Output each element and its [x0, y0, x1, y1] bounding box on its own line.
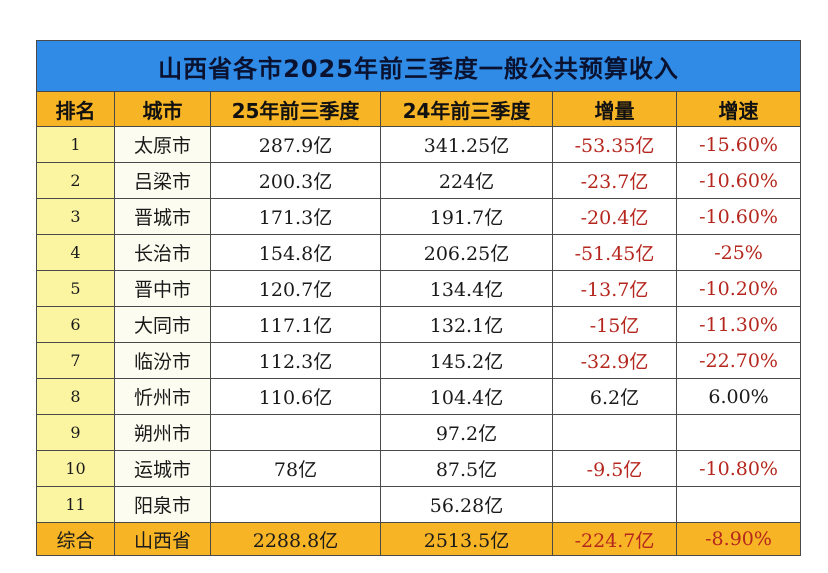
city-cell: 阳泉市 [114, 486, 211, 523]
delta-cell: 6.2亿 [552, 378, 677, 415]
y25-cell: 171.3亿 [210, 198, 381, 235]
rank-cell: 8 [36, 378, 115, 415]
rank-cell: 9 [36, 414, 115, 451]
growth-cell: -15.60% [675, 126, 802, 163]
y25-cell: 200.3亿 [210, 162, 381, 199]
city-cell: 朔州市 [114, 414, 211, 451]
growth-cell: -10.60% [675, 198, 802, 235]
total-province: 山西省 [114, 522, 211, 556]
delta-cell [552, 414, 677, 451]
y24-cell: 341.25亿 [380, 126, 553, 163]
y24-cell: 191.7亿 [380, 198, 553, 235]
rank-cell: 5 [36, 270, 115, 307]
header-growth: 增速 [675, 91, 802, 127]
y25-cell: 78亿 [210, 450, 381, 487]
city-cell: 晋城市 [114, 198, 211, 235]
header-rank: 排名 [36, 91, 115, 127]
table-row: 2 吕梁市 200.3亿 224亿 -23.7亿 -10.60% [36, 162, 802, 199]
y25-cell: 120.7亿 [210, 270, 381, 307]
header-row: 排名 城市 25年前三季度 24年前三季度 增量 增速 [36, 91, 802, 127]
header-y24: 24年前三季度 [380, 91, 553, 127]
growth-cell: 6.00% [675, 378, 802, 415]
y24-cell: 134.4亿 [380, 270, 553, 307]
total-label: 综合 [36, 522, 115, 556]
y24-cell: 224亿 [380, 162, 553, 199]
y25-cell: 154.8亿 [210, 234, 381, 271]
city-cell: 吕梁市 [114, 162, 211, 199]
total-delta: -224.7亿 [552, 522, 677, 556]
city-cell: 运城市 [114, 450, 211, 487]
total-y25: 2288.8亿 [210, 522, 381, 556]
table-container: 山西省各市2025年前三季度一般公共预算收入 排名 城市 25年前三季度 24年… [35, 40, 802, 556]
delta-cell: -32.9亿 [552, 342, 677, 379]
y24-cell: 206.25亿 [380, 234, 553, 271]
y24-cell: 104.4亿 [380, 378, 553, 415]
table-row: 1 太原市 287.9亿 341.25亿 -53.35亿 -15.60% [36, 126, 802, 163]
growth-cell: -11.30% [675, 306, 802, 343]
revenue-table: 山西省各市2025年前三季度一般公共预算收入 排名 城市 25年前三季度 24年… [35, 40, 802, 556]
growth-cell: -25% [675, 234, 802, 271]
growth-cell: -10.80% [675, 450, 802, 487]
y25-cell [210, 486, 381, 523]
rank-cell: 6 [36, 306, 115, 343]
total-growth: -8.90% [675, 522, 802, 556]
city-cell: 太原市 [114, 126, 211, 163]
y25-cell: 117.1亿 [210, 306, 381, 343]
delta-cell [552, 486, 677, 523]
y25-cell [210, 414, 381, 451]
table-row: 5 晋中市 120.7亿 134.4亿 -13.7亿 -10.20% [36, 270, 802, 307]
table-row: 9 朔州市 97.2亿 [36, 414, 802, 451]
y25-cell: 110.6亿 [210, 378, 381, 415]
header-y25: 25年前三季度 [210, 91, 381, 127]
delta-cell: -53.35亿 [552, 126, 677, 163]
city-cell: 大同市 [114, 306, 211, 343]
table-title: 山西省各市2025年前三季度一般公共预算收入 [35, 40, 802, 92]
rank-cell: 11 [36, 486, 115, 523]
table-row: 7 临汾市 112.3亿 145.2亿 -32.9亿 -22.70% [36, 342, 802, 379]
growth-cell [675, 486, 802, 523]
rank-cell: 7 [36, 342, 115, 379]
y24-cell: 145.2亿 [380, 342, 553, 379]
y24-cell: 87.5亿 [380, 450, 553, 487]
header-delta: 增量 [552, 91, 677, 127]
table-row: 10 运城市 78亿 87.5亿 -9.5亿 -10.80% [36, 450, 802, 487]
total-y24: 2513.5亿 [380, 522, 553, 556]
y24-cell: 56.28亿 [380, 486, 553, 523]
city-cell: 长治市 [114, 234, 211, 271]
header-city: 城市 [114, 91, 211, 127]
rank-cell: 2 [36, 162, 115, 199]
city-cell: 临汾市 [114, 342, 211, 379]
growth-cell: -10.20% [675, 270, 802, 307]
city-cell: 忻州市 [114, 378, 211, 415]
growth-cell: -22.70% [675, 342, 802, 379]
delta-cell: -23.7亿 [552, 162, 677, 199]
rank-cell: 1 [36, 126, 115, 163]
y25-cell: 112.3亿 [210, 342, 381, 379]
total-row: 综合 山西省 2288.8亿 2513.5亿 -224.7亿 -8.90% [36, 522, 802, 556]
rank-cell: 10 [36, 450, 115, 487]
table-row: 6 大同市 117.1亿 132.1亿 -15亿 -11.30% [36, 306, 802, 343]
growth-cell: -10.60% [675, 162, 802, 199]
delta-cell: -51.45亿 [552, 234, 677, 271]
y24-cell: 132.1亿 [380, 306, 553, 343]
rank-cell: 3 [36, 198, 115, 235]
y24-cell: 97.2亿 [380, 414, 553, 451]
table-row: 3 晋城市 171.3亿 191.7亿 -20.4亿 -10.60% [36, 198, 802, 235]
table-row: 4 长治市 154.8亿 206.25亿 -51.45亿 -25% [36, 234, 802, 271]
rank-cell: 4 [36, 234, 115, 271]
delta-cell: -15亿 [552, 306, 677, 343]
y25-cell: 287.9亿 [210, 126, 381, 163]
city-cell: 晋中市 [114, 270, 211, 307]
delta-cell: -9.5亿 [552, 450, 677, 487]
delta-cell: -13.7亿 [552, 270, 677, 307]
delta-cell: -20.4亿 [552, 198, 677, 235]
table-row: 11 阳泉市 56.28亿 [36, 486, 802, 523]
table-row: 8 忻州市 110.6亿 104.4亿 6.2亿 6.00% [36, 378, 802, 415]
growth-cell [675, 414, 802, 451]
